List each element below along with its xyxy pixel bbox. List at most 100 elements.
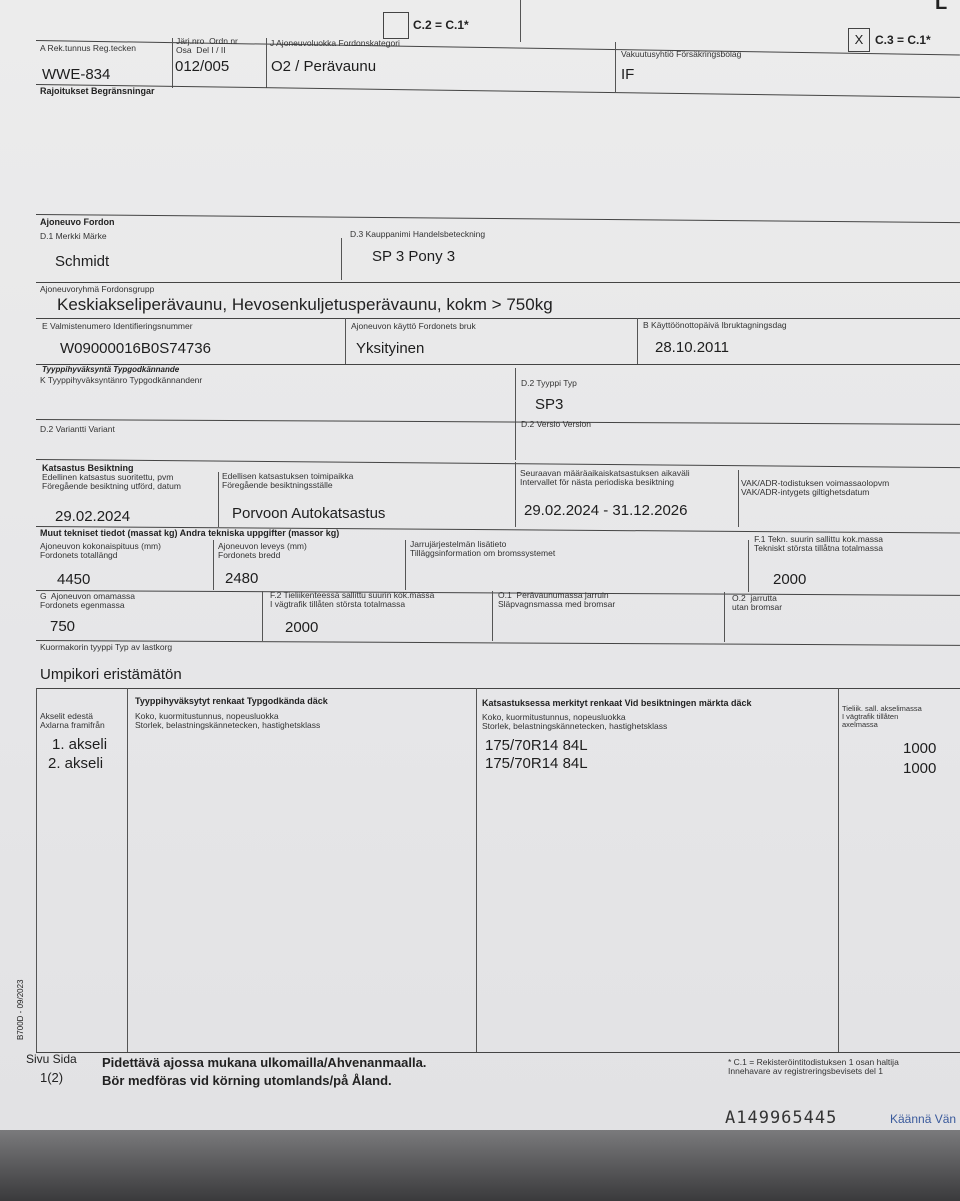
c1-note: * C.1 = Rekisteröintitodistuksen 1 osan … (728, 1057, 899, 1076)
divider (36, 318, 960, 319)
ins-value: IF (621, 66, 635, 83)
width-value: 2480 (225, 570, 259, 587)
tech-section: Muut tekniset tiedot (massat kg) Andra t… (40, 528, 340, 538)
place-label: Edellisen katsastuksen toimipaikka Föreg… (222, 471, 354, 490)
length-value: 4450 (57, 571, 91, 588)
body-value: Umpikori eristämätön (40, 666, 182, 683)
vin-value: W09000016B0S74736 (60, 340, 211, 357)
divider (266, 38, 267, 88)
f2-label: F.2 Tieliikenteessä sallittu suurin kok.… (270, 590, 435, 609)
divider (36, 364, 960, 365)
width-label: Ajoneuvon leveys (mm) Fordonets bredd (218, 541, 307, 560)
divider (213, 540, 214, 590)
approved-heading: Tyyppihyväksytyt renkaat Typgodkända däc… (135, 696, 328, 706)
o2-label: O.2 jarrutta utan bromsar (732, 593, 783, 612)
f1-label: F.1 Tekn. suurin sallittu kok.massa Tekn… (754, 534, 883, 553)
prev-value: 29.02.2024 (55, 508, 131, 525)
c2-checkbox[interactable] (383, 12, 409, 39)
divider (405, 540, 406, 590)
form-code: B700D - 09/2023 (16, 979, 25, 1041)
divider (476, 688, 477, 1052)
trade-value: SP 3 Pony 3 (372, 248, 456, 265)
tyre-size: 175/70R14 84L (485, 737, 588, 754)
length-label: Ajoneuvon kokonaispituus (mm) Fordonets … (40, 541, 161, 560)
divider (35, 459, 960, 469)
serial-number: A149965445 (725, 1108, 838, 1128)
variant-label: D.2 Variantti Variant (40, 424, 115, 434)
reg-value: WWE-834 (42, 66, 111, 83)
divider (35, 419, 960, 425)
version-label: D.2 Versio Version (521, 419, 591, 429)
page-label: Sivu Sida (26, 1052, 77, 1066)
divider (127, 688, 128, 1052)
inspected-label: Koko, kuormitustunnus, nopeusluokka Stor… (482, 712, 668, 731)
divider (35, 640, 960, 646)
g-value: 750 (50, 618, 76, 635)
group-label: Ajoneuvoryhmä Fordonsgrupp (40, 284, 155, 294)
divider (345, 318, 346, 364)
c3-checkbox[interactable]: X (848, 28, 870, 52)
divider (172, 38, 173, 88)
vehicle-section: Ajoneuvo Fordon (40, 217, 115, 227)
next-value: 29.02.2024 - 31.12.2026 (524, 502, 688, 519)
f2-value: 2000 (285, 619, 319, 636)
axle-mass: 1000 (903, 740, 937, 757)
axle-name: 1. akseli (52, 736, 108, 753)
divider (341, 238, 342, 280)
axle-name: 2. akseli (48, 755, 104, 772)
restrictions-label: Rajoitukset Begränsningar (40, 86, 155, 96)
divider (36, 1052, 960, 1053)
inspection-section: Katsastus Besiktning (42, 463, 134, 473)
axle-label: Akselit edestä Axlarna framifrån (40, 711, 105, 730)
axle-mass: 1000 (903, 760, 937, 777)
divider (492, 591, 493, 641)
divider (36, 688, 37, 1052)
g-label: G Ajoneuvon omamassa Fordonets egenmassa (40, 591, 135, 610)
divider (36, 688, 960, 689)
make-label: D.1 Merkki Märke (40, 231, 107, 241)
place-value: Porvoon Autokatsastus (232, 505, 386, 522)
tyre-size: 175/70R14 84L (485, 755, 588, 772)
cat-label: J Ajoneuvoluokka Fordonskategori (270, 38, 400, 48)
date-label: B Käyttöönottopäivä Ibruktagningsdag (643, 320, 787, 330)
trade-label: D.3 Kauppanimi Handelsbeteckning (350, 229, 486, 239)
divider (515, 368, 516, 460)
divider (35, 214, 960, 224)
adr-label: VAK/ADR-todistuksen voimassaolopvm VAK/A… (741, 478, 890, 497)
vin-label: E Valmistenumero Identifieringsnummer (42, 321, 193, 331)
corner-mark: L (935, 0, 948, 14)
divider (748, 540, 749, 592)
use-label: Ajoneuvon käyttö Fordonets bruk (351, 321, 476, 331)
f1-value: 2000 (773, 571, 807, 588)
divider (218, 472, 219, 527)
divider (36, 282, 960, 283)
prev-label: Edellinen katsastus suoritettu, pvm Före… (42, 472, 181, 491)
divider (515, 462, 516, 527)
o1-label: O.1 Perävaunumassa jarruin Släpvagnsmass… (498, 590, 616, 609)
divider (724, 592, 725, 642)
divider (520, 0, 521, 42)
note-sv: Bör medföras vid körning utomlands/på Ål… (102, 1073, 392, 1088)
axlemass-label: Tieliik. sall. akselimassa I vägtrafik t… (842, 704, 922, 729)
group-value: Keskiakseliperävaunu, Hevosenkuljetusper… (57, 295, 553, 314)
approved-label: Koko, kuormitustunnus, nopeusluokka Stor… (135, 711, 321, 730)
registration-certificate: C.2 = C.1* X C.3 = C.1* L A Rek.tunnus R… (0, 0, 960, 1140)
ord-label: Järj.nro Ordn.nr Osa Del I / II (176, 36, 238, 55)
page-value: 1(2) (40, 1070, 64, 1085)
divider (262, 591, 263, 641)
ins-label: Vakuutusyhtiö Försäkringsbolag (621, 49, 742, 59)
background-surface (0, 1130, 960, 1201)
c3-label: C.3 = C.1* (875, 33, 931, 47)
divider (838, 688, 839, 1052)
divider (637, 318, 638, 364)
type-value: SP3 (535, 396, 564, 413)
k-label: K Tyyppihyväksyntänro Typgodkännandenr (40, 375, 203, 385)
type-label: D.2 Tyyppi Typ (521, 378, 577, 388)
ord-value: 012/005 (175, 58, 230, 75)
c2-label: C.2 = C.1* (413, 18, 469, 32)
body-label: Kuormakorin tyyppi Typ av lastkorg (40, 642, 173, 652)
divider (738, 470, 739, 527)
use-value: Yksityinen (356, 340, 425, 357)
divider (35, 40, 960, 56)
inspected-heading: Katsastuksessa merkityt renkaat Vid besi… (482, 698, 752, 708)
